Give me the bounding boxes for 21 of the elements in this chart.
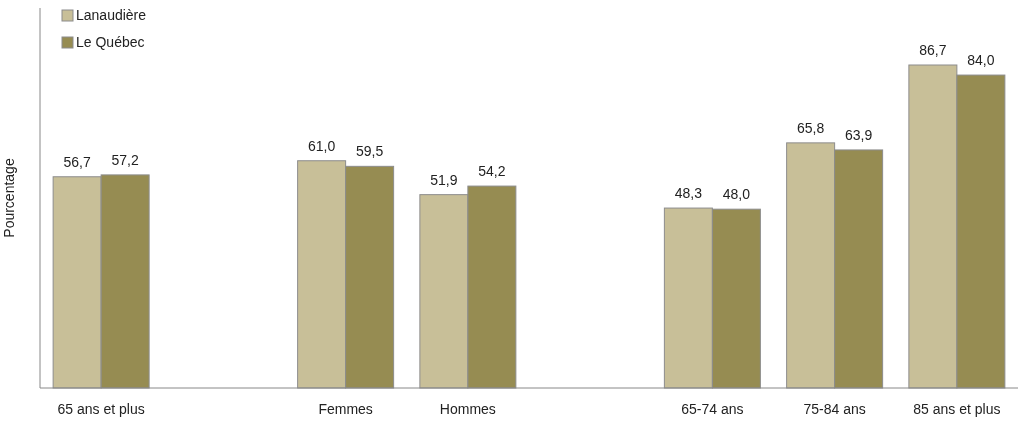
data-label: 48,3 <box>674 185 703 202</box>
x-tick-label: 75-84 ans <box>803 401 866 417</box>
legend-label: Lanaudière <box>76 7 147 23</box>
x-tick-label: 85 ans et plus <box>913 401 1001 417</box>
data-label: 61,0 <box>308 137 336 154</box>
data-label: 59,5 <box>356 143 384 160</box>
data-label: 54,2 <box>478 163 506 180</box>
data-label: 86,7 <box>919 42 947 58</box>
data-label: 84,0 <box>967 52 995 69</box>
data-label: 63,9 <box>845 126 873 143</box>
x-tick-label: Femmes <box>318 401 373 417</box>
data-label: 56,7 <box>63 153 91 170</box>
data-label: 51,9 <box>430 171 458 188</box>
data-label: 48,0 <box>722 186 751 203</box>
y-axis-title: Pourcentage <box>1 158 17 238</box>
x-tick-label: Hommes <box>439 401 496 417</box>
data-label: 65,8 <box>797 119 825 136</box>
data-label: 57,2 <box>111 151 139 168</box>
x-tick-label: 65-74 ans <box>681 401 744 417</box>
x-tick-label: 65 ans et plus <box>57 401 145 417</box>
legend-label: Le Québec <box>76 34 145 50</box>
